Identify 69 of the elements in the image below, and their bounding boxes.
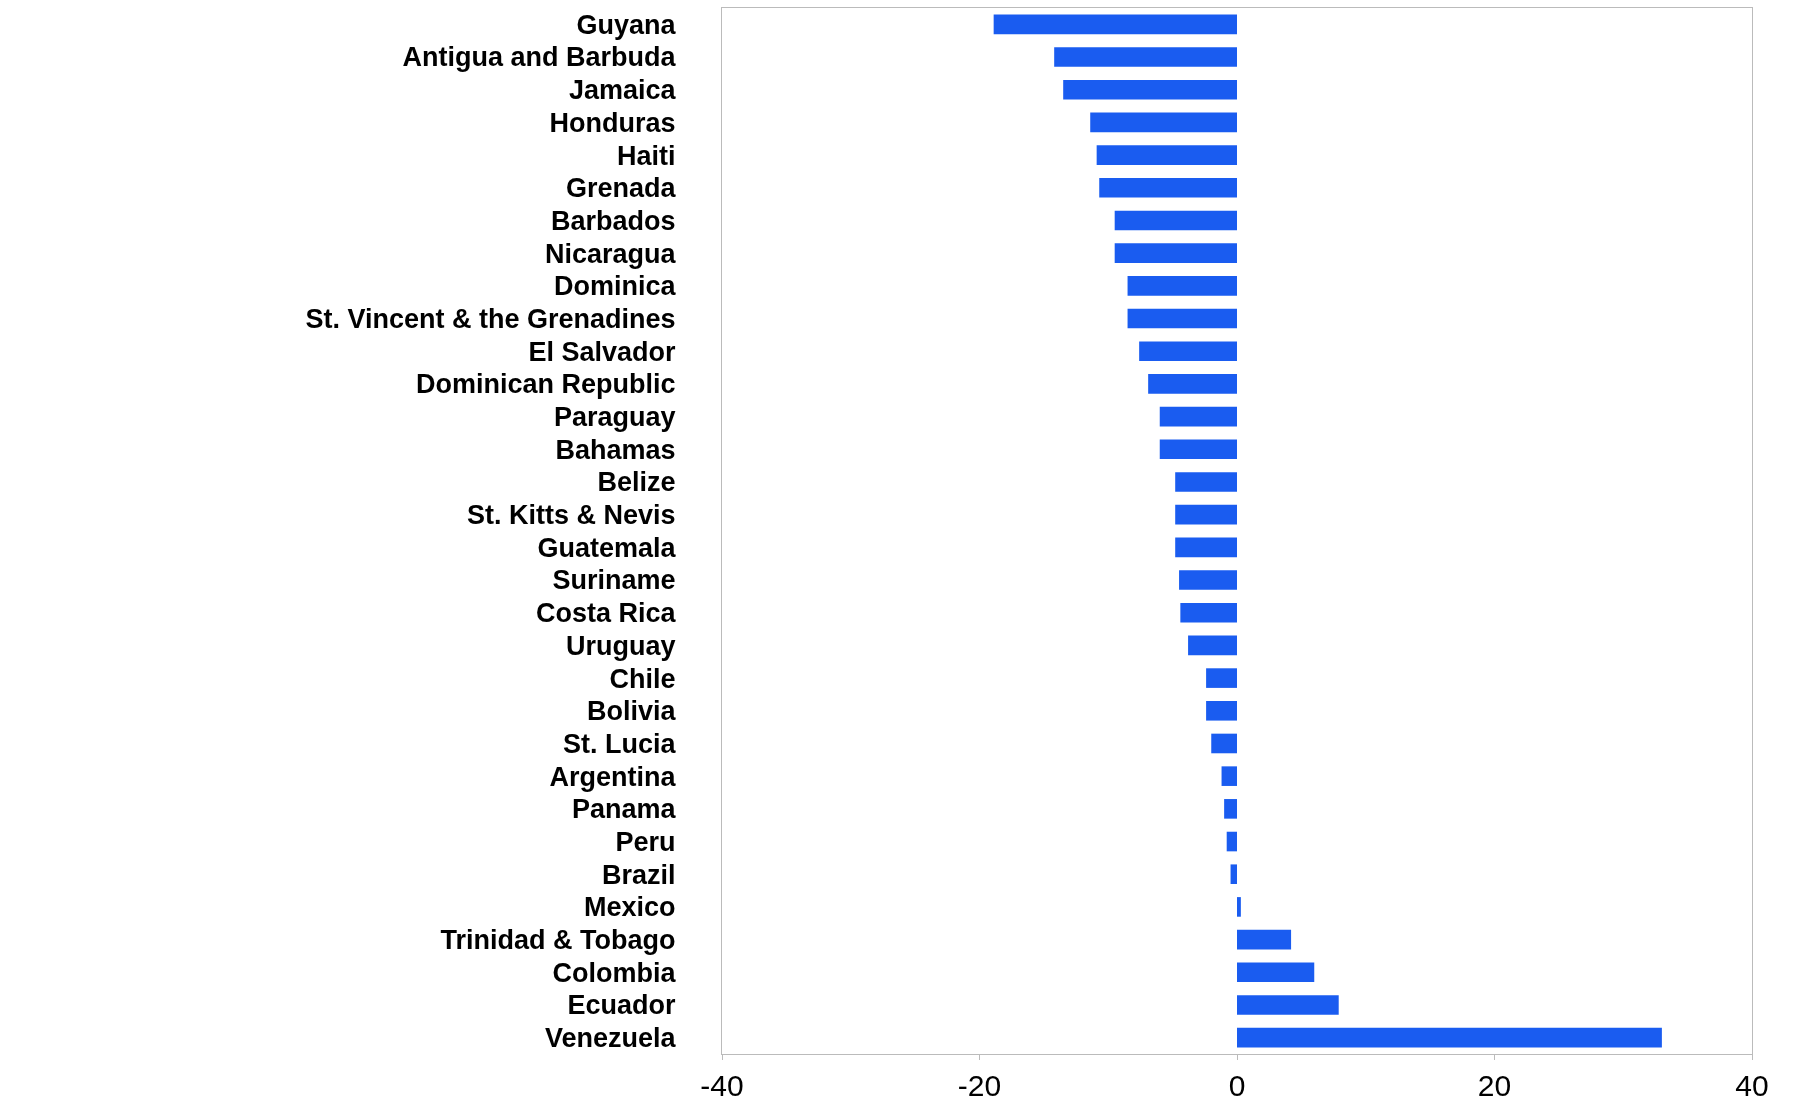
y-tick-label: St. Lucia [563, 728, 677, 759]
bar [1237, 995, 1339, 1015]
y-tick-label: Panama [572, 794, 677, 825]
bar [1114, 210, 1237, 231]
bar [1099, 177, 1237, 198]
bar [1230, 864, 1237, 885]
bar [1237, 1027, 1662, 1048]
y-tick-label: Antigua and Barbuda [402, 42, 677, 73]
bar [1096, 145, 1237, 165]
y-tick-label: Paraguay [554, 402, 676, 433]
y-tick-label: El Salvador [528, 336, 677, 367]
y-tick-label: Jamaica [569, 75, 677, 106]
bar [1159, 406, 1237, 427]
y-tick-label: Costa Rica [536, 598, 677, 629]
y-tick-label: Haiti [617, 140, 676, 171]
bar [1237, 962, 1315, 983]
y-tick-label: Barbados [551, 205, 676, 236]
bar [1114, 243, 1237, 263]
x-tick-label: -20 [957, 1069, 1002, 1102]
y-tick-label: Honduras [549, 107, 676, 138]
y-tick-label: Peru [615, 826, 676, 857]
bar [993, 14, 1237, 35]
bar [1180, 602, 1237, 623]
bar [1221, 766, 1237, 786]
bar [1127, 276, 1237, 296]
y-tick-label: St. Vincent & the Grenadines [305, 303, 676, 334]
y-tick-label: Nicaragua [545, 238, 677, 269]
bar [1206, 668, 1237, 688]
y-tick-label: Guyana [576, 9, 677, 40]
y-tick-label: Venezuela [545, 1023, 677, 1054]
y-tick-label: Grenada [566, 173, 677, 204]
bar [1226, 831, 1237, 852]
y-tick-label: Ecuador [567, 990, 677, 1021]
bar [1175, 472, 1237, 492]
y-tick-label: St. Kitts & Nevis [467, 500, 676, 531]
y-tick-label: Mexico [584, 892, 676, 923]
y-tick-label: Trinidad & Tobago [440, 925, 676, 956]
bar [1179, 570, 1237, 590]
bar [1139, 341, 1237, 362]
y-tick-label: Brazil [602, 859, 676, 890]
y-tick-label: Guatemala [537, 532, 677, 563]
y-tick-label: Argentina [549, 761, 677, 792]
y-tick-label: Uruguay [566, 630, 676, 661]
bar [1237, 897, 1241, 917]
bar [1211, 733, 1237, 754]
bar [1175, 537, 1237, 558]
y-tick-label: Chile [609, 663, 676, 694]
x-tick-label: 20 [1477, 1069, 1512, 1102]
y-tick-label: Belize [597, 467, 676, 498]
x-tick-label: 0 [1228, 1069, 1246, 1102]
bar [1054, 47, 1237, 67]
y-tick-label: Bolivia [587, 696, 677, 727]
bar [1188, 635, 1237, 656]
bar [1063, 79, 1237, 100]
bar [1237, 929, 1292, 950]
bar [1159, 439, 1237, 460]
bar [1175, 504, 1237, 525]
y-tick-label: Suriname [552, 565, 676, 596]
y-tick-label: Dominica [554, 271, 677, 302]
bar [1090, 112, 1237, 133]
x-tick-label: 40 [1735, 1069, 1769, 1102]
bar [1206, 700, 1237, 721]
y-tick-label: Bahamas [555, 434, 676, 465]
x-tick-label: -40 [700, 1069, 744, 1102]
bar [1224, 799, 1237, 819]
bar [1148, 374, 1237, 394]
y-tick-label: Dominican Republic [416, 369, 676, 400]
bar [1127, 308, 1237, 329]
y-tick-label: Colombia [552, 957, 677, 988]
